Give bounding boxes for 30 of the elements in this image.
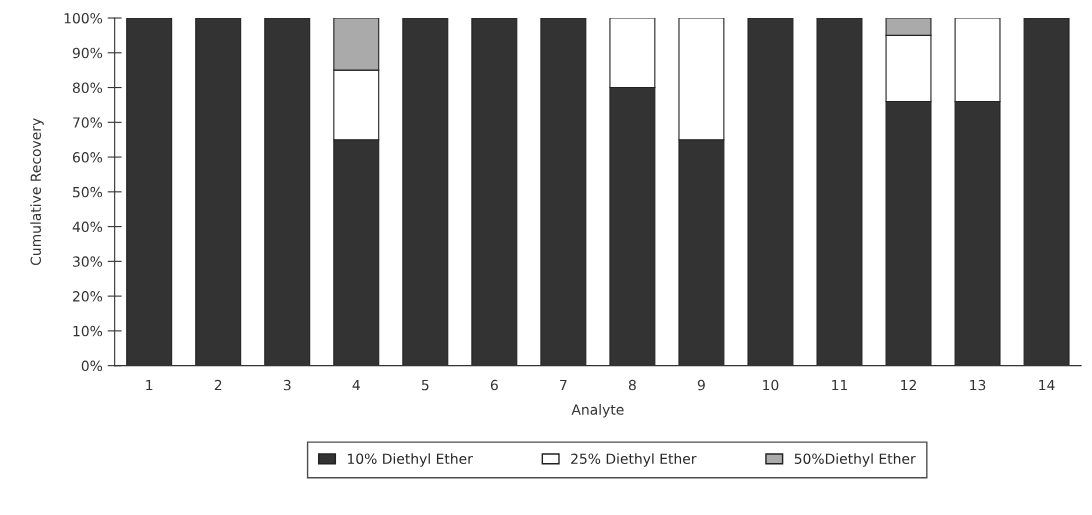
y-tick-label: 80% xyxy=(72,82,103,94)
x-tick-label: 4 xyxy=(352,379,360,391)
y-tick-label: 100% xyxy=(64,12,103,24)
x-tick-label: 10 xyxy=(763,379,779,391)
x-tick-label: 11 xyxy=(832,379,848,391)
y-tick-label: 70% xyxy=(73,117,103,128)
x-tick-label: 2 xyxy=(214,379,222,391)
x-axis-title: Analyte xyxy=(571,404,624,418)
y-tick-label: 60% xyxy=(72,152,103,163)
x-tick-label: 13 xyxy=(970,379,986,391)
y-axis-title: Cumulative Recovery xyxy=(30,118,44,266)
x-tick-label: 5 xyxy=(421,379,429,391)
y-tick-label: 40% xyxy=(72,221,103,233)
x-tick-label: 6 xyxy=(490,379,498,391)
y-tick-label: 30% xyxy=(73,256,103,267)
legend-label: 10% Diethyl Ether xyxy=(347,453,473,467)
y-tick-label: 20% xyxy=(73,291,103,302)
x-tick-label: 12 xyxy=(901,379,916,391)
x-tick-label: 14 xyxy=(1039,379,1055,391)
y-tick-label: 10% xyxy=(73,325,103,337)
x-tick-label: 8 xyxy=(628,379,636,391)
x-tick-label: 7 xyxy=(560,379,567,391)
x-tick-label: 1 xyxy=(146,379,153,391)
x-tick-label: 3 xyxy=(283,379,291,391)
y-tick-label: 90% xyxy=(72,47,103,59)
x-tick-label: 9 xyxy=(697,379,705,391)
legend-label: 25% Diethyl Ether xyxy=(571,453,697,467)
y-tick-label: 0% xyxy=(81,360,103,372)
legend-label: 50%Diethyl Ether xyxy=(794,453,916,467)
y-tick-label: 50% xyxy=(73,186,103,198)
